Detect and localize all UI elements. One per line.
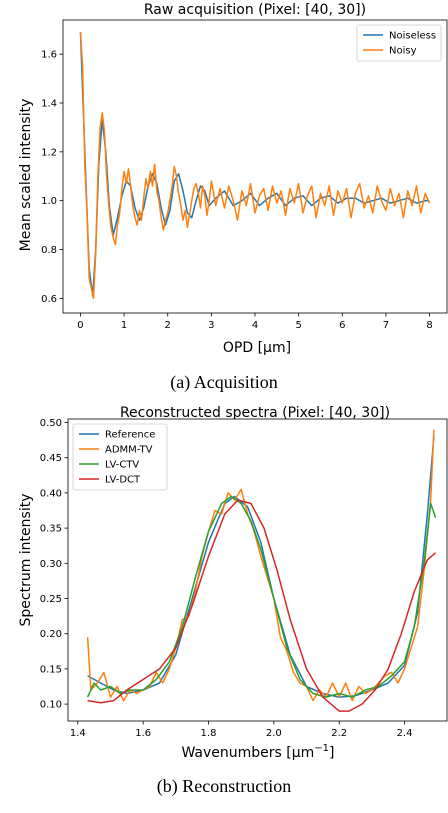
x-tick-label: 0 [77,320,83,331]
axes-frame [67,418,448,722]
y-tick-label: 1.2 [41,147,57,158]
chart-title: Raw acquisition (Pixel: [40, 30]) [144,2,366,18]
y-tick-label: 0.35 [40,524,62,535]
y-axis-label: Mean scaled intensity [18,99,34,252]
series-line-lv-dct [87,499,437,712]
plot-background [63,20,447,313]
series-line-noisy [79,32,431,300]
y-tick-label: 0.6 [41,294,57,305]
reconstruction-chart: Reconstructed spectra (Pixel: [40, 30]) … [18,405,448,761]
x-tick-label: 4 [252,320,258,331]
x-tick-label: 2.4 [397,728,413,739]
axes: 0 1 2 3 4 5 6 7 8 0.6 0.8 1.0 1.2 1.4 1.6 [41,19,448,331]
y-tick-label: 0.45 [40,453,62,464]
y-tick-label: 1.4 [41,99,57,110]
legend-label-noiseless: Noiseless [389,31,436,42]
x-tick-label: 2 [165,320,171,331]
acquisition-chart: Raw acquisition (Pixel: [40, 30]) 0 1 2 3 4 5… [18,2,448,356]
y-tick-label: 0.25 [40,594,62,605]
y-tick-label: 0.40 [40,488,62,499]
x-tick-label: 1 [121,320,127,331]
series-lines [79,32,431,300]
y-tick-label: 0.30 [40,559,62,570]
y-tick-label: 0.50 [40,418,62,429]
caption-reconstruction: (b) Reconstruction [156,776,292,796]
x-axis-label: OPD [µm] [223,340,291,356]
legend-label-admm-tv: ADMM-TV [105,445,153,456]
x-tick-label: 2.2 [331,728,347,739]
y-tick-label: 0.8 [41,245,57,256]
legend-label-noisy: Noisy [389,46,417,57]
x-tick-label: 7 [383,320,389,331]
x-tick-label: 3 [208,320,214,331]
series-lines [86,429,437,712]
legend-box [72,423,168,491]
y-tick-label: 1.6 [41,50,57,61]
x-tick-label: 2.0 [266,728,282,739]
x-tick-label: 6 [339,320,345,331]
y-tick-label: 0.15 [40,664,62,675]
series-line-lv-ctv [86,495,437,698]
y-tick-label: 0.10 [40,700,62,711]
x-tick-label: 1.4 [70,728,86,739]
y-tick-label: 0.20 [40,629,62,640]
plot-area [63,20,447,313]
legend-label-lv-dct: LV-DCT [105,475,141,486]
x-tick-label: 1.6 [135,728,151,739]
y-tick-label: 1.0 [41,196,57,207]
x-tick-label: 5 [295,320,301,331]
caption-acquisition: (a) Acquisition [170,372,278,392]
legend: Reference ADMM-TV LV-CTV LV-DCT [72,423,168,491]
legend-label-lv-ctv: LV-CTV [105,460,139,471]
legend-label-reference: Reference [105,430,155,441]
x-axis-label: Wavenumbers [µm−1] [181,743,334,761]
x-tick-label: 1.8 [201,728,217,739]
y-axis-label: Spectrum intensity [18,494,34,627]
x-tick-label: 8 [426,320,432,331]
axes: 1.4 1.6 1.8 2.0 2.2 2.4 0.10 0.15 0.20 0.25 0.30 0.… [40,418,448,739]
legend-box [356,24,442,62]
chart-title: Reconstructed spectra (Pixel: [40, 30]) [120,405,390,421]
legend: Noiseless Noisy [356,24,442,62]
